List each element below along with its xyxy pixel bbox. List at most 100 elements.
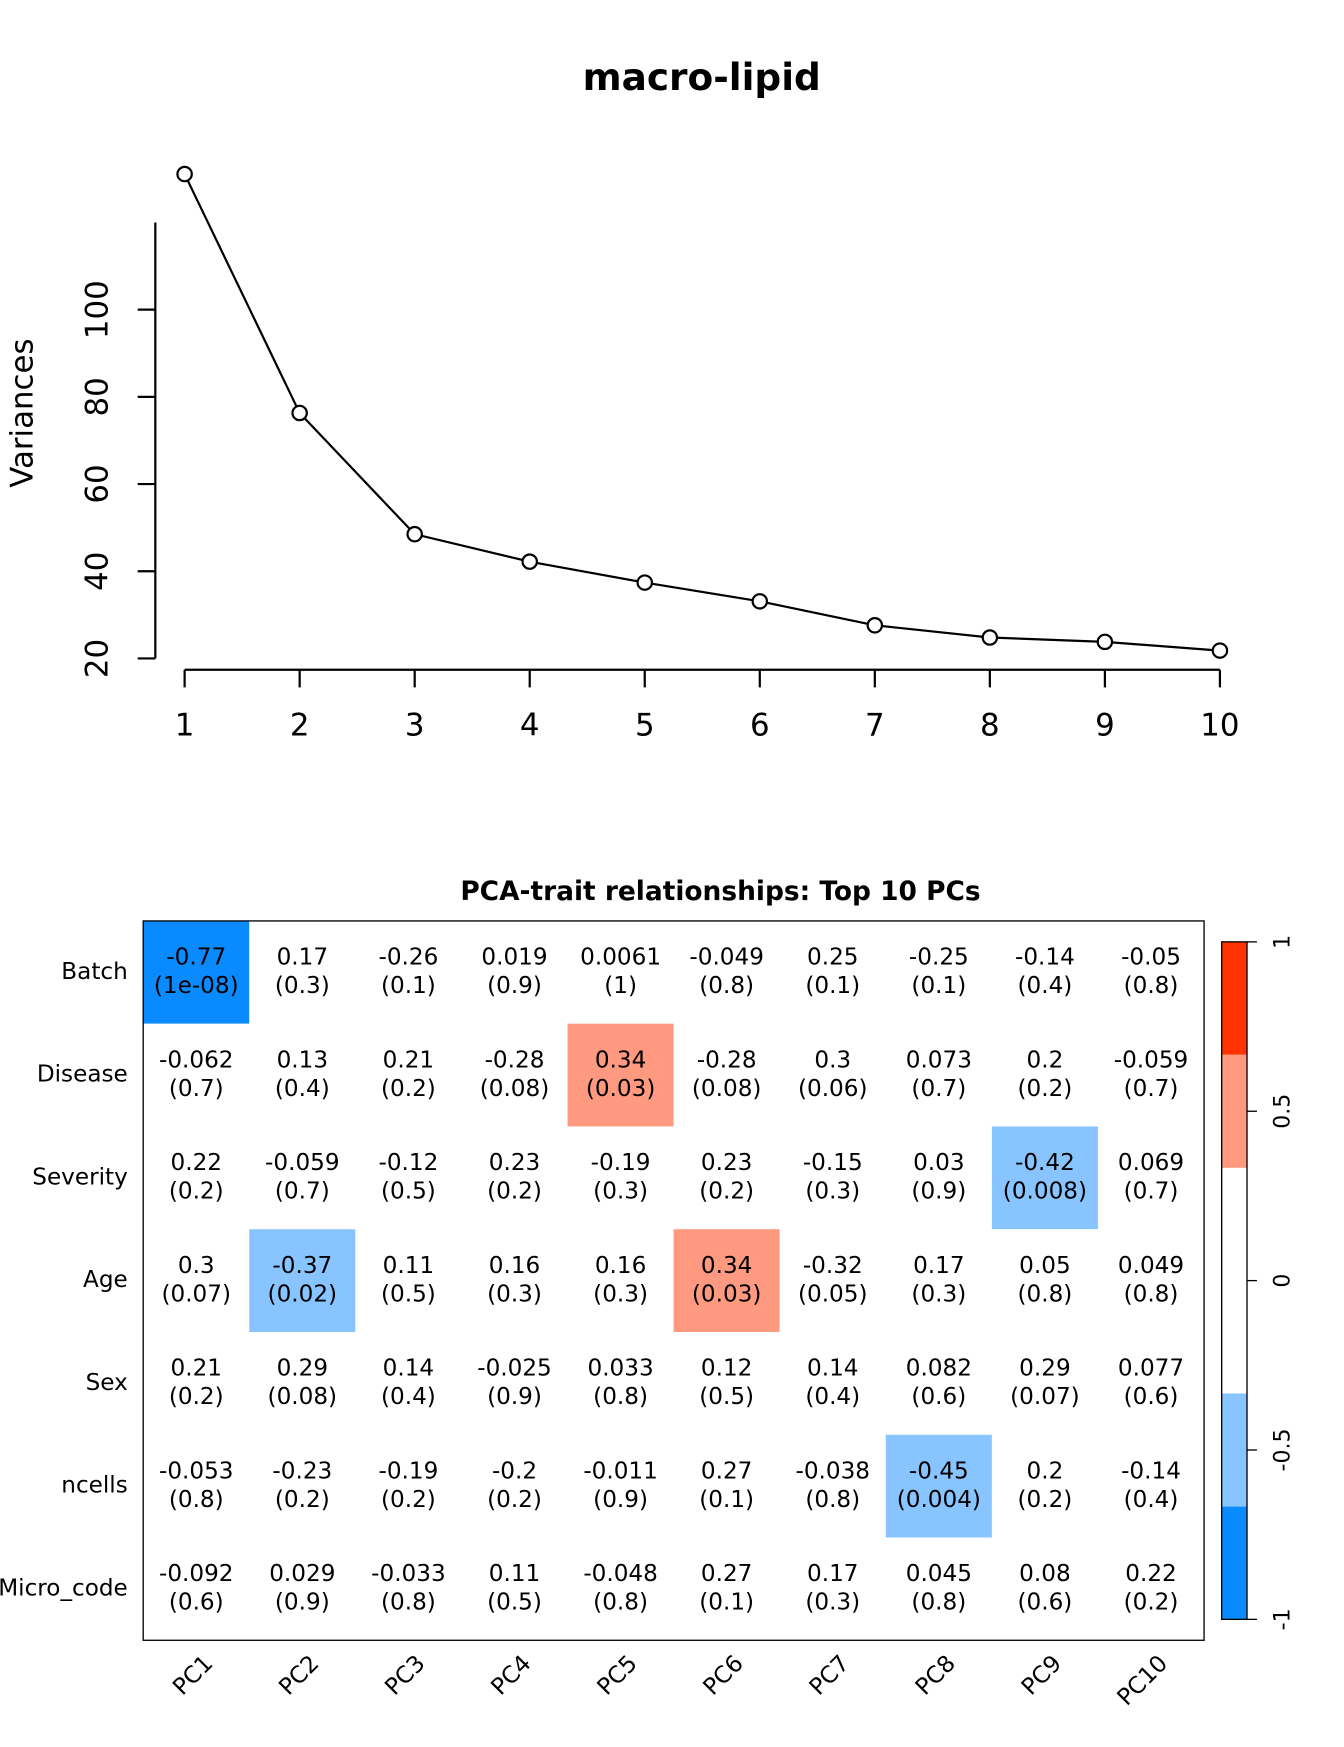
cell-pvalue: (0.2) xyxy=(1018,1487,1073,1513)
cell xyxy=(355,920,462,1024)
cell xyxy=(885,1434,992,1538)
cell-pvalue: (0.8) xyxy=(805,1487,860,1513)
cell xyxy=(461,1229,568,1332)
cell-pvalue: (0.8) xyxy=(699,973,754,999)
y-tick-label: 20 xyxy=(80,639,116,678)
cell xyxy=(567,1537,674,1641)
cell-pvalue: (0.6) xyxy=(911,1384,966,1410)
cell-value: 0.12 xyxy=(701,1356,753,1382)
cell-value: 0.16 xyxy=(489,1253,541,1279)
cell xyxy=(1097,1126,1205,1230)
cell-value: 0.03 xyxy=(913,1150,965,1176)
cell-pvalue: (0.4) xyxy=(1018,973,1073,999)
cell-pvalue: (0.03) xyxy=(586,1076,656,1102)
cell-pvalue: (0.8) xyxy=(169,1487,224,1513)
cell-pvalue: (0.1) xyxy=(805,973,860,999)
cell xyxy=(461,920,568,1024)
cell xyxy=(991,1537,1098,1641)
cell-value: -0.05 xyxy=(1121,944,1181,970)
canvas: macro-lipid Variances PCA-trait relation… xyxy=(0,55,1295,1711)
cell-pvalue: (0.9) xyxy=(593,1487,648,1513)
cell-pvalue: (1) xyxy=(604,973,637,999)
cell-pvalue: (0.6) xyxy=(1124,1384,1179,1410)
cell-value: -0.12 xyxy=(378,1150,438,1176)
cell-value: -0.048 xyxy=(583,1561,658,1587)
cell-value: -0.059 xyxy=(1114,1047,1189,1073)
cell-pvalue: (0.7) xyxy=(275,1179,330,1205)
cell-pvalue: (0.5) xyxy=(699,1384,754,1410)
cell-value: 0.34 xyxy=(701,1253,753,1279)
cell-value: 0.082 xyxy=(906,1356,972,1382)
cell xyxy=(249,1434,356,1538)
row-label: Batch xyxy=(61,959,127,985)
cell-pvalue: (0.1) xyxy=(911,973,966,999)
cell xyxy=(355,1023,462,1127)
cell-value: -0.28 xyxy=(697,1047,757,1073)
cell-value: -0.25 xyxy=(909,944,969,970)
cell-value: -0.049 xyxy=(689,944,764,970)
cell-pvalue: (0.02) xyxy=(268,1281,338,1307)
cell xyxy=(461,1537,568,1641)
cell xyxy=(143,1434,250,1538)
cell-pvalue: (1e-08) xyxy=(154,973,239,999)
column-label: PC9 xyxy=(1017,1651,1067,1701)
cell xyxy=(1097,1023,1205,1127)
point xyxy=(176,165,193,183)
x-tick-label: 6 xyxy=(750,708,770,744)
line xyxy=(183,173,1221,652)
cell-value: 0.2 xyxy=(1027,1458,1064,1484)
point xyxy=(1211,642,1229,659)
cell-pvalue: (0.8) xyxy=(593,1590,648,1616)
column-label: PC3 xyxy=(380,1651,430,1701)
cell-value: 0.22 xyxy=(171,1150,223,1176)
cell-value: 0.3 xyxy=(814,1047,851,1073)
cell-value: -0.062 xyxy=(159,1047,234,1073)
x-tick-label: 4 xyxy=(520,708,540,744)
cell xyxy=(1097,1537,1205,1641)
cell xyxy=(779,920,886,1024)
cell-value: 0.21 xyxy=(383,1047,435,1073)
point xyxy=(291,404,308,422)
cell-pvalue: (0.2) xyxy=(699,1179,754,1205)
cell-pvalue: (0.2) xyxy=(381,1076,436,1102)
cell-value: -0.42 xyxy=(1015,1150,1075,1176)
cell xyxy=(673,1331,780,1435)
colorbar-tick-label: 0.5 xyxy=(1270,1094,1295,1129)
cell xyxy=(461,1434,568,1538)
cell-pvalue: (0.8) xyxy=(593,1384,648,1410)
cell-pvalue: (0.6) xyxy=(169,1590,224,1616)
cell xyxy=(143,1229,250,1332)
cell-value: 0.17 xyxy=(913,1253,965,1279)
cell-pvalue: (0.8) xyxy=(1124,973,1179,999)
y-tick-label: 80 xyxy=(80,377,116,416)
point xyxy=(866,617,884,634)
cell-value: -0.14 xyxy=(1121,1458,1181,1484)
cell xyxy=(567,920,674,1024)
cell xyxy=(355,1537,462,1641)
cell xyxy=(673,1537,780,1641)
row-label: ncells xyxy=(61,1473,128,1499)
cell xyxy=(779,1537,886,1641)
cell-pvalue: (0.8) xyxy=(911,1590,966,1616)
cell xyxy=(249,1331,356,1435)
cell-value: -0.77 xyxy=(166,944,226,970)
y-axis-label: Variances xyxy=(5,338,41,487)
cell-value: -0.28 xyxy=(485,1047,545,1073)
cell-value: 0.27 xyxy=(701,1561,753,1587)
cell xyxy=(1097,1434,1205,1538)
cell xyxy=(991,920,1098,1024)
cell xyxy=(779,1434,886,1538)
cell-value: 0.033 xyxy=(587,1356,653,1382)
colorbar-tick-label: -1 xyxy=(1270,1608,1295,1630)
cell xyxy=(1097,920,1205,1024)
cell xyxy=(567,1126,674,1230)
cell xyxy=(673,1434,780,1538)
cell-pvalue: (0.8) xyxy=(1124,1281,1179,1307)
cell-value: -0.45 xyxy=(909,1458,969,1484)
cell-pvalue: (0.06) xyxy=(798,1076,868,1102)
cell-value: -0.14 xyxy=(1015,944,1075,970)
cell xyxy=(143,1537,250,1641)
cell-pvalue: (0.2) xyxy=(487,1487,542,1513)
cell-pvalue: (0.08) xyxy=(268,1384,338,1410)
cell-value: 0.14 xyxy=(383,1356,435,1382)
